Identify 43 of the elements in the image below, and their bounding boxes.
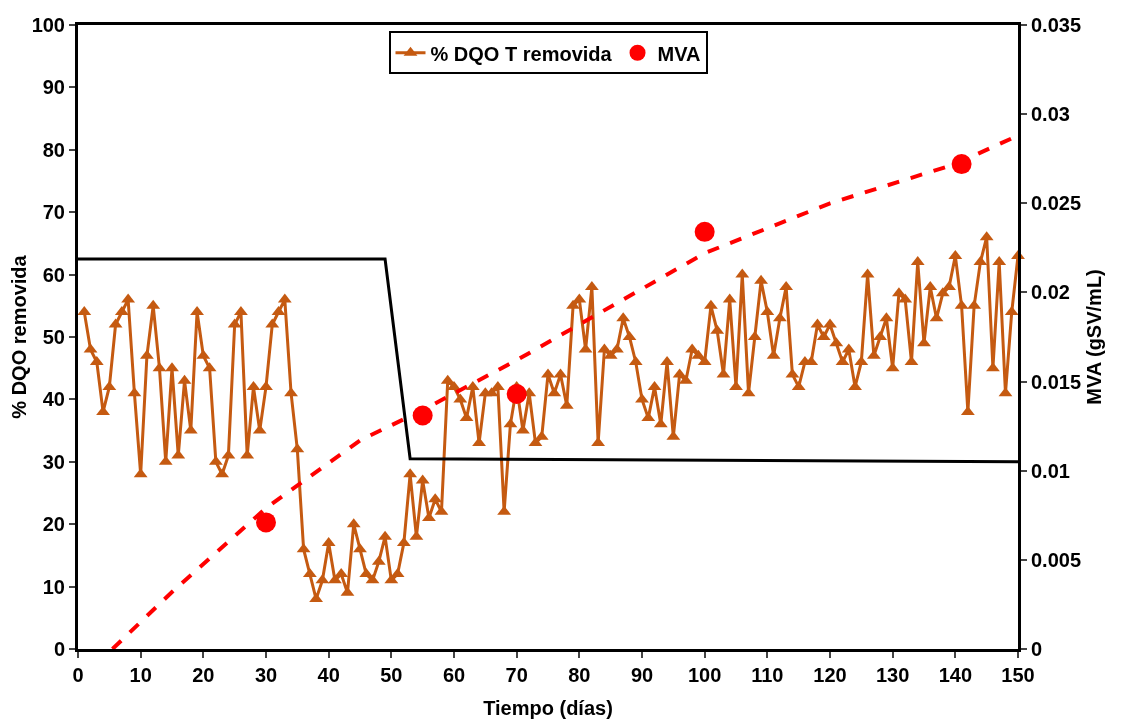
- y-axis-title: % DQO removida: [8, 254, 30, 419]
- x-tick-label: 130: [875, 664, 910, 686]
- y2-tick-label: 0.02: [1031, 281, 1070, 304]
- y-tick-label: 40: [42, 388, 65, 411]
- x-tick-label: 0: [72, 664, 84, 686]
- x-tick-label: 140: [938, 664, 973, 686]
- point: [506, 384, 527, 405]
- legend-label: % DQO T removida: [430, 42, 613, 65]
- x-tick-label: 120: [813, 664, 847, 686]
- y2-tick-label: 0.035: [1031, 14, 1082, 36]
- x-tick-label: 20: [192, 664, 215, 686]
- y-tick-label: 80: [42, 138, 65, 161]
- x-tick-label: 40: [317, 664, 340, 686]
- x-tick-label: 90: [630, 664, 654, 686]
- x-tick-label: 150: [1001, 664, 1035, 686]
- x-tick-label: 30: [254, 664, 278, 686]
- y-tick-label: 50: [42, 326, 65, 348]
- y-tick-label: 100: [31, 14, 65, 36]
- y-tick-label: 70: [42, 201, 65, 224]
- point: [256, 512, 276, 533]
- y2-tick-label: 0.025: [1031, 192, 1082, 215]
- y-tick-label: 60: [42, 263, 65, 286]
- y-tick-label: 90: [42, 76, 65, 99]
- point: [694, 221, 715, 242]
- x-tick-label: 60: [442, 664, 466, 686]
- y2-tick-label: 0.03: [1031, 103, 1070, 126]
- x-tick-label: 110: [751, 664, 784, 686]
- x-axis-title: Tiempo (días): [483, 697, 613, 719]
- y-tick-label: 10: [42, 575, 65, 598]
- legend-label: MVA: [657, 42, 701, 65]
- x-tick-label: 50: [380, 664, 403, 686]
- x-tick-label: 100: [687, 664, 722, 686]
- x-tick-label: 70: [505, 664, 528, 686]
- y-tick-label: 20: [42, 513, 65, 536]
- y-tick-label: 30: [42, 450, 65, 473]
- y2-tick-label: 0: [1031, 638, 1043, 660]
- y-tick-label: 0: [53, 638, 65, 660]
- y2-tick-label: 0.01: [1031, 459, 1070, 482]
- y2-axis-title: MVA (gSV/mL): [1083, 269, 1106, 405]
- y2-tick-label: 0.005: [1031, 548, 1082, 571]
- x-tick-label: 10: [129, 664, 152, 686]
- y2-tick-label: 0.015: [1031, 370, 1082, 393]
- x-tick-label: 80: [568, 664, 591, 686]
